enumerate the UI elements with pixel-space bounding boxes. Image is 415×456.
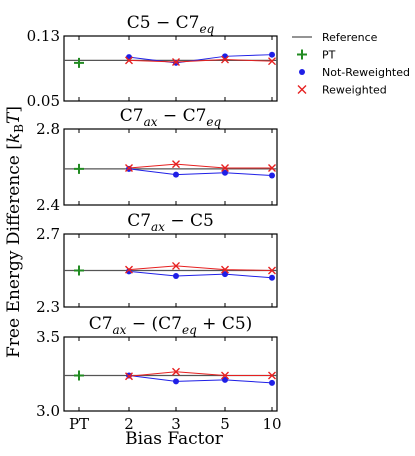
panel-frame bbox=[63, 336, 278, 412]
reweighted-line bbox=[128, 265, 273, 271]
not-reweighted-line bbox=[128, 374, 273, 384]
panel-2: C7ax − C7eq 2.8 2.4 bbox=[36, 106, 278, 214]
not-reweighted-point bbox=[173, 378, 179, 385]
not-reweighted-point bbox=[173, 272, 179, 279]
y-axis-label: Free Energy Difference [kBT] bbox=[4, 106, 26, 358]
x-tick-label: 10 bbox=[262, 415, 281, 433]
reweighted-point bbox=[172, 367, 180, 376]
not-reweighted-line bbox=[128, 54, 273, 64]
reweighted-point bbox=[125, 56, 133, 65]
not-reweighted-point bbox=[269, 172, 275, 179]
reweighted-point bbox=[221, 265, 229, 274]
reweighted-point bbox=[125, 163, 133, 172]
y-tick-label: 2.8 bbox=[36, 120, 60, 138]
reweighted-point bbox=[172, 261, 180, 270]
x-axis-label: Bias Factor bbox=[125, 429, 224, 449]
not-reweighted-line bbox=[128, 168, 273, 177]
reweighted-point bbox=[125, 372, 133, 381]
legend-label: Reweighted bbox=[322, 84, 387, 97]
not-reweighted-point bbox=[222, 376, 228, 383]
panel-title: C5 − C7eq bbox=[127, 13, 215, 36]
panel-4: C7ax − (C7eq + C5) 3.5 3.0 PT 2 3 5 10 bbox=[36, 314, 281, 433]
legend: Reference PT Not-Reweighted Reweighted bbox=[292, 31, 410, 97]
reweighted-point bbox=[268, 371, 276, 380]
x-tick-label: PT bbox=[69, 415, 89, 433]
reweighted-point bbox=[268, 266, 276, 275]
legend-pt-swatch bbox=[297, 49, 307, 60]
reweighted-point bbox=[221, 371, 229, 380]
legend-reweighted-swatch bbox=[297, 85, 307, 94]
reweighted-point bbox=[172, 160, 180, 169]
legend-label: PT bbox=[322, 49, 336, 62]
panel-title: C7ax − C5 bbox=[127, 211, 214, 234]
reweighted-line bbox=[128, 163, 272, 169]
reweighted-point bbox=[268, 163, 276, 172]
pt-point bbox=[74, 163, 84, 174]
reweighted-point bbox=[221, 55, 229, 64]
y-tick-label: 0.05 bbox=[27, 92, 60, 110]
panel-title: C7ax − C7eq bbox=[120, 106, 222, 129]
y-tick-label: 2.4 bbox=[36, 196, 60, 214]
legend-label: Reference bbox=[322, 31, 378, 44]
y-tick-label: 2.7 bbox=[36, 225, 60, 243]
not-reweighted-point bbox=[269, 379, 275, 386]
not-reweighted-point bbox=[222, 169, 228, 176]
reweighted-point bbox=[172, 58, 180, 66]
not-reweighted-point bbox=[173, 171, 179, 178]
reweighted-line bbox=[128, 59, 273, 63]
panel-3: C7ax − C5 2.7 2.3 bbox=[36, 211, 278, 316]
legend-label: Not-Reweighted bbox=[322, 66, 410, 79]
y-tick-label: 3.5 bbox=[36, 328, 60, 346]
legend-not-reweighted-swatch bbox=[299, 69, 305, 75]
x-tick-label: 5 bbox=[220, 415, 230, 433]
reweighted-line bbox=[128, 371, 272, 377]
reweighted-point bbox=[125, 265, 133, 274]
not-reweighted-line bbox=[128, 270, 273, 279]
not-reweighted-point bbox=[222, 271, 228, 278]
panel-frame bbox=[63, 128, 278, 206]
y-tick-label: 2.3 bbox=[36, 298, 60, 316]
reweighted-point bbox=[221, 163, 229, 172]
pt-point bbox=[74, 57, 84, 68]
not-reweighted-point bbox=[269, 51, 275, 58]
pt-point bbox=[74, 370, 84, 381]
x-tick-label: 3 bbox=[171, 415, 181, 433]
panel-frame bbox=[63, 35, 278, 102]
pt-point bbox=[74, 265, 84, 276]
reweighted-point bbox=[268, 57, 276, 66]
x-tick-label: 2 bbox=[124, 415, 134, 433]
panel-1: C5 − C7eq 0.13 0.05 bbox=[27, 13, 278, 110]
y-tick-label: 3.0 bbox=[36, 402, 60, 420]
panel-title: C7ax − (C7eq + C5) bbox=[89, 314, 253, 337]
not-reweighted-point bbox=[269, 274, 275, 281]
y-tick-label: 0.13 bbox=[27, 27, 60, 45]
